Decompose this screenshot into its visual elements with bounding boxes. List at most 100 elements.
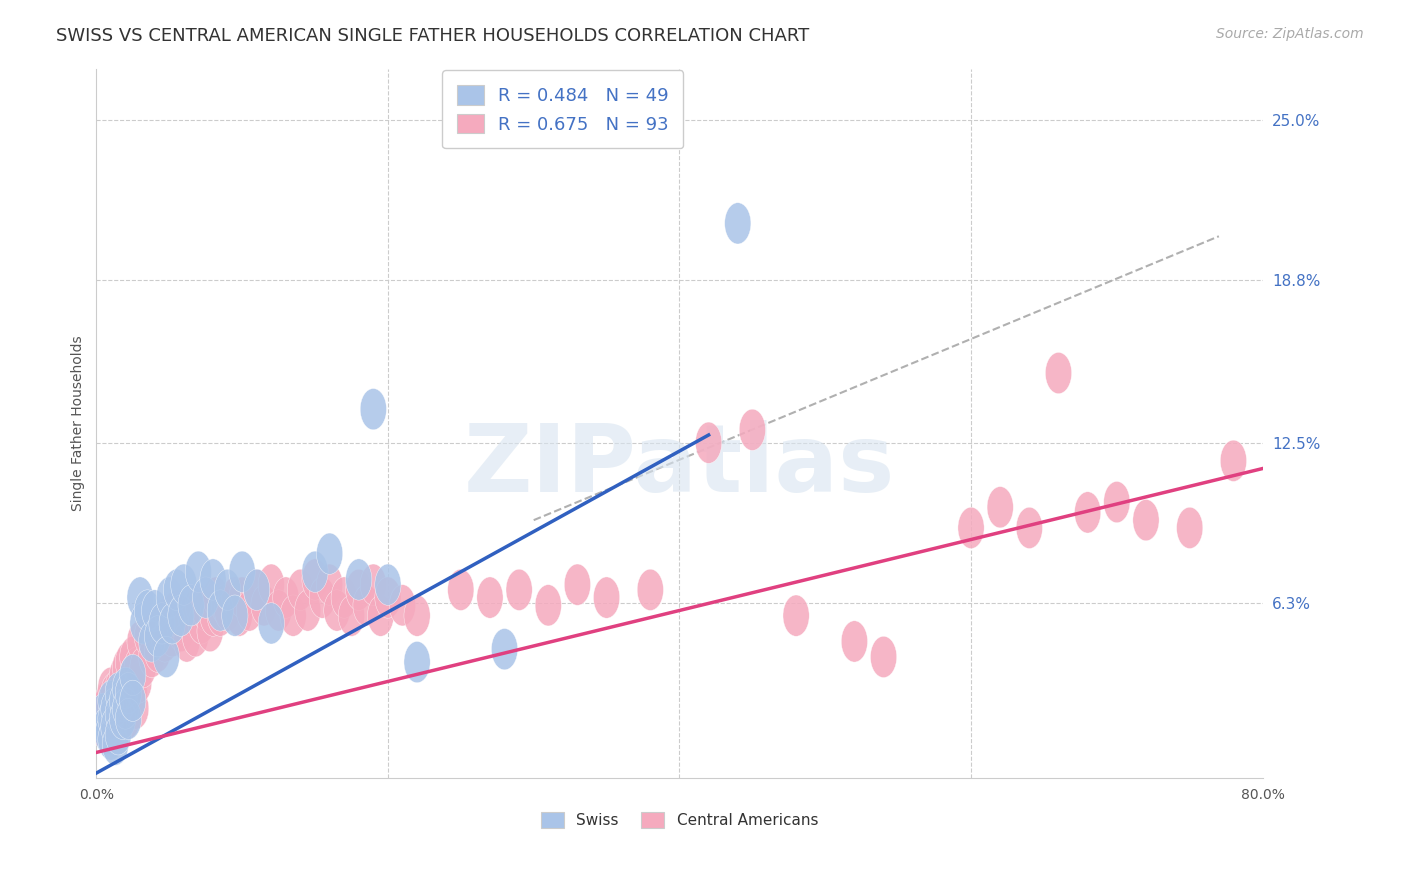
Ellipse shape (101, 688, 127, 729)
Ellipse shape (134, 590, 160, 632)
Ellipse shape (149, 603, 176, 644)
Ellipse shape (783, 595, 810, 636)
Text: SWISS VS CENTRAL AMERICAN SINGLE FATHER HOUSEHOLDS CORRELATION CHART: SWISS VS CENTRAL AMERICAN SINGLE FATHER … (56, 27, 810, 45)
Ellipse shape (536, 584, 561, 626)
Ellipse shape (353, 584, 380, 626)
Ellipse shape (153, 636, 180, 678)
Text: Source: ZipAtlas.com: Source: ZipAtlas.com (1216, 27, 1364, 41)
Ellipse shape (111, 693, 138, 734)
Ellipse shape (112, 667, 139, 708)
Ellipse shape (98, 667, 124, 708)
Ellipse shape (339, 595, 364, 636)
Ellipse shape (266, 590, 291, 632)
Ellipse shape (957, 508, 984, 549)
Ellipse shape (142, 590, 167, 632)
Ellipse shape (167, 610, 194, 652)
Ellipse shape (103, 724, 128, 765)
Ellipse shape (129, 647, 156, 688)
Ellipse shape (1104, 482, 1130, 523)
Ellipse shape (159, 603, 186, 644)
Ellipse shape (89, 706, 115, 747)
Ellipse shape (226, 595, 252, 636)
Ellipse shape (389, 584, 416, 626)
Ellipse shape (101, 673, 127, 714)
Ellipse shape (94, 714, 121, 755)
Ellipse shape (105, 688, 131, 729)
Ellipse shape (107, 698, 132, 739)
Ellipse shape (316, 533, 343, 574)
Ellipse shape (302, 559, 328, 600)
Ellipse shape (870, 636, 897, 678)
Ellipse shape (173, 621, 200, 662)
Ellipse shape (97, 714, 122, 755)
Ellipse shape (316, 564, 343, 606)
Ellipse shape (273, 577, 299, 618)
Ellipse shape (564, 564, 591, 606)
Ellipse shape (104, 688, 129, 729)
Ellipse shape (404, 595, 430, 636)
Ellipse shape (145, 615, 170, 657)
Ellipse shape (593, 577, 620, 618)
Ellipse shape (94, 681, 121, 722)
Ellipse shape (159, 615, 186, 657)
Ellipse shape (170, 564, 197, 606)
Ellipse shape (105, 714, 131, 755)
Ellipse shape (404, 641, 430, 682)
Ellipse shape (120, 681, 146, 722)
Ellipse shape (222, 577, 247, 618)
Ellipse shape (117, 662, 143, 704)
Ellipse shape (125, 662, 152, 704)
Ellipse shape (188, 603, 215, 644)
Ellipse shape (114, 698, 141, 739)
Ellipse shape (183, 615, 208, 657)
Ellipse shape (110, 698, 136, 739)
Ellipse shape (139, 621, 165, 662)
Ellipse shape (149, 603, 176, 644)
Ellipse shape (122, 688, 149, 729)
Ellipse shape (134, 615, 160, 657)
Ellipse shape (121, 673, 148, 714)
Ellipse shape (375, 564, 401, 606)
Ellipse shape (115, 698, 142, 739)
Ellipse shape (163, 590, 190, 632)
Legend: Swiss, Central Americans: Swiss, Central Americans (534, 806, 824, 834)
Ellipse shape (186, 584, 211, 626)
Ellipse shape (202, 577, 229, 618)
Y-axis label: Single Father Households: Single Father Households (72, 335, 86, 511)
Ellipse shape (145, 632, 170, 673)
Ellipse shape (243, 569, 270, 610)
Ellipse shape (259, 603, 284, 644)
Ellipse shape (101, 706, 127, 747)
Ellipse shape (129, 603, 156, 644)
Ellipse shape (740, 409, 765, 450)
Ellipse shape (295, 590, 321, 632)
Ellipse shape (93, 698, 120, 739)
Ellipse shape (186, 551, 211, 592)
Ellipse shape (637, 569, 664, 610)
Ellipse shape (112, 647, 139, 688)
Ellipse shape (98, 719, 124, 760)
Ellipse shape (120, 636, 146, 678)
Ellipse shape (139, 636, 165, 678)
Ellipse shape (215, 590, 240, 632)
Ellipse shape (167, 595, 194, 636)
Ellipse shape (179, 595, 204, 636)
Ellipse shape (236, 590, 263, 632)
Ellipse shape (103, 698, 128, 739)
Ellipse shape (156, 595, 183, 636)
Ellipse shape (170, 603, 197, 644)
Ellipse shape (222, 595, 247, 636)
Ellipse shape (200, 595, 226, 636)
Ellipse shape (193, 577, 219, 618)
Ellipse shape (506, 569, 533, 610)
Ellipse shape (200, 559, 226, 600)
Ellipse shape (156, 577, 183, 618)
Ellipse shape (98, 693, 124, 734)
Ellipse shape (105, 667, 131, 708)
Ellipse shape (360, 564, 387, 606)
Ellipse shape (112, 688, 139, 729)
Ellipse shape (1133, 500, 1159, 541)
Ellipse shape (724, 202, 751, 244)
Ellipse shape (477, 577, 503, 618)
Text: ZIPatlas: ZIPatlas (464, 420, 896, 512)
